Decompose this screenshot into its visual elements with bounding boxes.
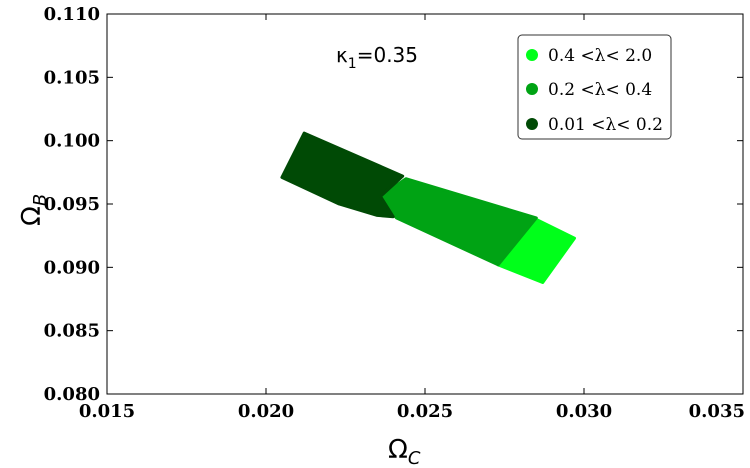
y-tick-label: 0.085 xyxy=(44,321,100,342)
y-tick-label: 0.105 xyxy=(44,67,100,88)
x-tick-label: 0.035 xyxy=(689,401,745,422)
legend-marker xyxy=(526,49,538,61)
y-tick-label: 0.080 xyxy=(44,384,100,405)
x-tick-label: 0.020 xyxy=(238,401,294,422)
legend-label: 0.2 <λ< 0.4 xyxy=(548,80,652,100)
legend: 0.4 <λ< 2.0 0.2 <λ< 0.4 0.01 <λ< 0.2 xyxy=(517,34,672,140)
x-tick-label: 0.015 xyxy=(79,401,135,422)
annotation-kappa: κ1=0.35 xyxy=(336,43,418,72)
x-axis-title: ΩC xyxy=(388,435,421,468)
axis-ticks: 0.015 0.020 0.025 0.030 0.035 0.080 0.085 0.090… xyxy=(44,4,745,422)
legend-entry: 0.4 <λ< 2.0 xyxy=(526,46,652,66)
y-tick-label: 0.090 xyxy=(44,257,100,278)
legend-marker xyxy=(526,83,538,95)
legend-marker xyxy=(526,118,538,130)
y-tick-label: 0.095 xyxy=(44,194,100,215)
legend-entry: 0.2 <λ< 0.4 xyxy=(526,80,652,100)
x-tick-label: 0.025 xyxy=(397,401,453,422)
legend-entry: 0.01 <λ< 0.2 xyxy=(526,115,663,135)
y-tick-label: 0.110 xyxy=(44,4,100,25)
y-axis-title: ΩB xyxy=(17,194,51,226)
x-tick-label: 0.030 xyxy=(556,401,612,422)
legend-label: 0.4 <λ< 2.0 xyxy=(548,46,652,66)
legend-box xyxy=(517,34,672,140)
y-tick-label: 0.100 xyxy=(44,131,100,152)
region-3 xyxy=(280,131,405,219)
legend-label: 0.01 <λ< 0.2 xyxy=(548,115,663,135)
data-regions xyxy=(280,131,576,284)
